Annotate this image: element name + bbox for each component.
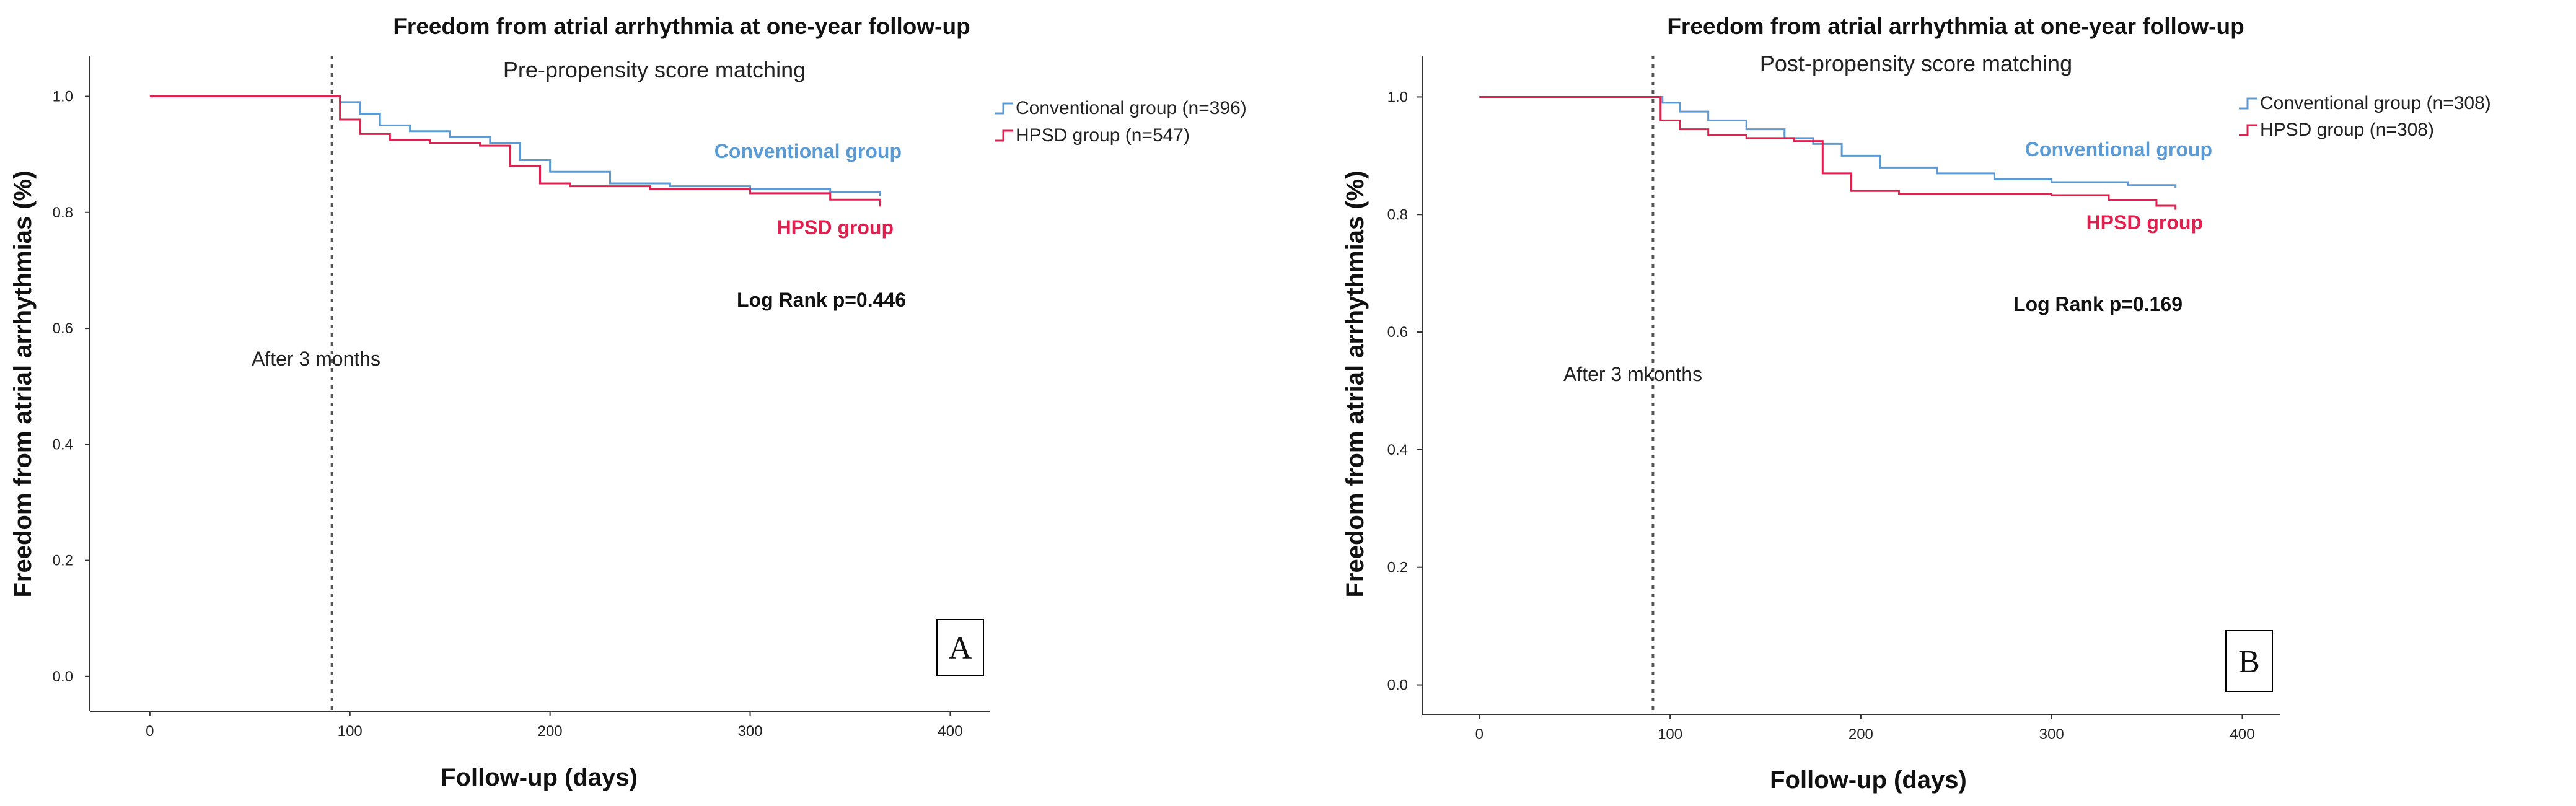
conventional-survival-curve xyxy=(1479,95,2177,188)
y-tick-label: 0.8 xyxy=(1387,206,1408,223)
y-axis-title: Freedom from atrial arrhythmias (%) xyxy=(1342,170,1369,597)
hpsd-survival-curve xyxy=(1479,95,2177,210)
three-month-marker-label: After 3 mkonths xyxy=(1563,363,1702,385)
panel-letter: A xyxy=(949,631,972,666)
y-tick-label: 1.0 xyxy=(53,89,73,105)
hpsd-survival-curve xyxy=(149,95,881,207)
legend-entry: HPSD group (n=547) xyxy=(1016,125,1190,146)
y-tick-label: 0.4 xyxy=(1387,442,1408,458)
log-rank-annotation: Log Rank p=0.169 xyxy=(2013,293,2183,315)
log-rank-annotation: Log Rank p=0.446 xyxy=(737,289,906,311)
y-tick-label: 0.2 xyxy=(53,553,73,569)
hpsd-group-label: HPSD group xyxy=(777,216,894,239)
x-tick-label: 0 xyxy=(1475,726,1484,743)
y-tick-label: 0.0 xyxy=(1387,677,1408,694)
chart-panel-b: Freedom from atrial arrhythmia at one-ye… xyxy=(1342,14,2491,794)
legend-entry: Conventional group (n=308) xyxy=(2260,93,2491,113)
y-tick-label: 0.0 xyxy=(53,668,73,685)
x-tick-label: 200 xyxy=(538,723,563,740)
chart-title: Freedom from atrial arrhythmia at one-ye… xyxy=(1667,14,2244,39)
y-tick-label: 1.0 xyxy=(1387,89,1408,105)
y-tick-label: 0.2 xyxy=(1387,559,1408,576)
legend-entry: HPSD group (n=308) xyxy=(2260,120,2434,140)
chart-subtitle: Pre-propensity score matching xyxy=(503,57,806,82)
panel-letter-box xyxy=(2225,630,2273,692)
y-tick-label: 0.4 xyxy=(53,436,73,453)
legend-swatch xyxy=(2239,124,2257,136)
chart-panel-a: Freedom from atrial arrhythmia at one-ye… xyxy=(9,14,1247,791)
x-tick-label: 300 xyxy=(738,723,763,740)
x-tick-label: 200 xyxy=(1848,726,1873,743)
x-tick-label: 400 xyxy=(2230,726,2254,743)
y-tick-label: 0.6 xyxy=(53,320,73,337)
legend-swatch xyxy=(2239,97,2257,110)
chart-subtitle: Post-propensity score matching xyxy=(1760,51,2072,76)
x-tick-label: 0 xyxy=(146,723,154,740)
x-axis-title: Follow-up (days) xyxy=(441,764,638,791)
y-tick-label: 0.8 xyxy=(53,204,73,221)
conventional-group-label: Conventional group xyxy=(2025,138,2212,160)
x-tick-label: 400 xyxy=(938,723,962,740)
hpsd-group-label: HPSD group xyxy=(2086,211,2203,234)
x-tick-label: 100 xyxy=(338,723,363,740)
legend-swatch xyxy=(995,102,1013,115)
conventional-survival-curve xyxy=(149,95,881,196)
x-tick-label: 100 xyxy=(1658,726,1682,743)
y-tick-label: 0.6 xyxy=(1387,324,1408,341)
x-tick-label: 300 xyxy=(2039,726,2064,743)
y-axis-title: Freedom from atrial arrhythmias (%) xyxy=(9,170,37,597)
panel-letter-box xyxy=(936,619,984,676)
panel-letter: B xyxy=(2238,644,2260,680)
legend-swatch xyxy=(995,129,1013,142)
three-month-marker-label: After 3 months xyxy=(252,348,380,370)
legend-entry: Conventional group (n=396) xyxy=(1016,98,1247,118)
conventional-group-label: Conventional group xyxy=(714,140,902,162)
x-axis-title: Follow-up (days) xyxy=(1770,766,1967,794)
chart-title: Freedom from atrial arrhythmia at one-ye… xyxy=(393,14,970,39)
